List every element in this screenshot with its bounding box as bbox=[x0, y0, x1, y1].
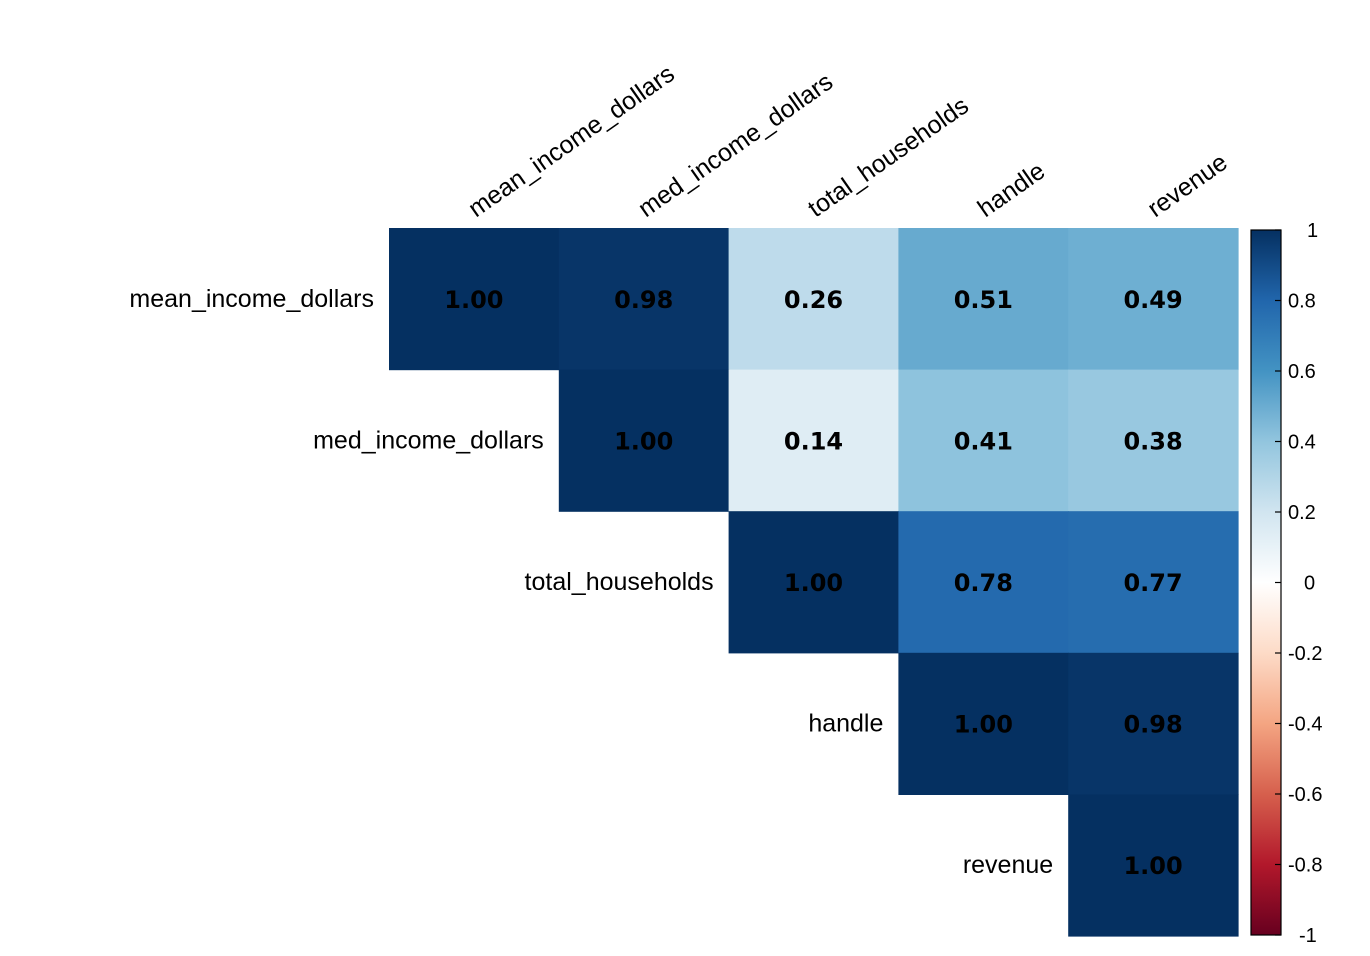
heatmap-cell bbox=[1068, 794, 1239, 937]
heatmap-cell bbox=[558, 369, 730, 512]
colorbar-tick-label: -0.6 bbox=[1288, 784, 1322, 806]
cell-value-label: 0.98 bbox=[1123, 711, 1182, 739]
cell-value-label: 1.00 bbox=[444, 286, 503, 314]
heatmap-cell bbox=[728, 511, 899, 654]
heatmap-cell bbox=[389, 228, 560, 371]
cell-value-label: 0.38 bbox=[1123, 427, 1182, 455]
column-label: handle bbox=[973, 157, 1051, 223]
column-labels: mean_income_dollarsmed_income_dollarstot… bbox=[463, 60, 1232, 223]
cell-value-label: 1.00 bbox=[614, 427, 673, 455]
cell-value-label: 0.26 bbox=[784, 286, 843, 314]
cell-values: 1.00 0.98 0.26 0.51 0.49 1.00 0.14 0.41 0.38 1.00… bbox=[444, 286, 1182, 880]
cell-value-label: 0.41 bbox=[954, 427, 1013, 455]
heatmap-cell bbox=[898, 652, 1069, 795]
cell-value-label: 0.98 bbox=[614, 286, 673, 314]
colorbar: 1 0.8 0.6 0.4 0.2 0 -0.2 -0.4 -0.6 -0.8 -1 bbox=[1250, 220, 1322, 947]
cell-value-label: 1.00 bbox=[1123, 852, 1182, 880]
colorbar-tick-label: 0.2 bbox=[1288, 502, 1316, 524]
row-labels: mean_income_dollars med_income_dollarstot… bbox=[129, 285, 1053, 879]
heatmap-cell bbox=[898, 228, 1069, 371]
column-label: total_households bbox=[803, 92, 974, 223]
heatmap-cell bbox=[728, 228, 899, 371]
heatmap-cell bbox=[728, 369, 899, 512]
column-label: revenue bbox=[1142, 148, 1232, 223]
cell-value-label: 0.14 bbox=[784, 427, 843, 455]
row-label: handle bbox=[808, 710, 883, 738]
colorbar-tick-label: 0.4 bbox=[1288, 432, 1316, 454]
heatmap-cell bbox=[898, 369, 1069, 512]
colorbar-tick-label: -0.8 bbox=[1288, 855, 1322, 877]
row-label: total_households bbox=[525, 568, 714, 596]
colorbar-tick-label: -0.4 bbox=[1288, 714, 1322, 736]
heatmap-cell bbox=[1068, 511, 1239, 654]
heatmap-cell bbox=[898, 511, 1069, 654]
heatmap-cell bbox=[1068, 228, 1239, 371]
colorbar-tick-label: 0.6 bbox=[1288, 361, 1316, 383]
cell-value-label: 1.00 bbox=[954, 711, 1013, 739]
heatmap-cell bbox=[558, 228, 730, 371]
heatmap-cell bbox=[1068, 369, 1239, 512]
heatmap-cell bbox=[1068, 652, 1239, 795]
cell-value-label: 0.49 bbox=[1123, 286, 1182, 314]
row-label: revenue bbox=[963, 851, 1053, 879]
row-label: med_income_dollars bbox=[313, 426, 544, 454]
colorbar-tick-label: -0.2 bbox=[1288, 643, 1322, 665]
colorbar-tick-label: -1 bbox=[1299, 925, 1317, 947]
cell-value-label: 0.77 bbox=[1123, 569, 1182, 597]
cell-value-label: 1.00 bbox=[784, 569, 843, 597]
colorbar-tick-label: 0.8 bbox=[1288, 291, 1316, 313]
row-label: mean_income_dollars bbox=[129, 285, 374, 313]
colorbar-tick-label: 1 bbox=[1307, 220, 1318, 242]
colorbar-tick-label: 0 bbox=[1304, 573, 1315, 595]
cell-value-label: 0.51 bbox=[954, 286, 1013, 314]
heatmap-cells bbox=[389, 228, 1239, 937]
cell-value-label: 0.78 bbox=[954, 569, 1013, 597]
